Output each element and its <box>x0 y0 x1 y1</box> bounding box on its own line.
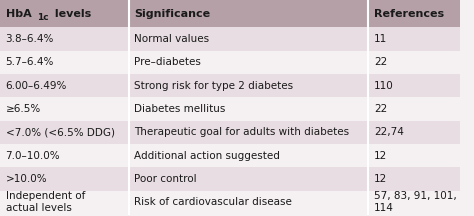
FancyBboxPatch shape <box>0 27 129 51</box>
Text: Strong risk for type 2 diabetes: Strong risk for type 2 diabetes <box>135 81 293 91</box>
Text: Risk of cardiovascular disease: Risk of cardiovascular disease <box>135 197 292 207</box>
Text: Therapeutic goal for adults with diabetes: Therapeutic goal for adults with diabete… <box>135 127 349 137</box>
FancyBboxPatch shape <box>0 121 129 144</box>
FancyBboxPatch shape <box>368 144 460 167</box>
FancyBboxPatch shape <box>368 191 460 214</box>
Text: >10.0%: >10.0% <box>6 174 47 184</box>
Text: Additional action suggested: Additional action suggested <box>135 151 280 160</box>
FancyBboxPatch shape <box>0 191 129 214</box>
FancyBboxPatch shape <box>368 167 460 191</box>
FancyBboxPatch shape <box>368 51 460 74</box>
Text: 12: 12 <box>374 151 387 160</box>
Text: 3.8–6.4%: 3.8–6.4% <box>6 34 54 44</box>
Text: Significance: Significance <box>135 9 210 19</box>
Text: 12: 12 <box>374 174 387 184</box>
FancyBboxPatch shape <box>368 97 460 121</box>
Text: Poor control: Poor control <box>135 174 197 184</box>
FancyBboxPatch shape <box>129 51 368 74</box>
Text: HbA: HbA <box>6 9 31 19</box>
Text: ≥6.5%: ≥6.5% <box>6 104 41 114</box>
Text: 7.0–10.0%: 7.0–10.0% <box>6 151 60 160</box>
Text: 22,74: 22,74 <box>374 127 404 137</box>
FancyBboxPatch shape <box>129 97 368 121</box>
FancyBboxPatch shape <box>129 167 368 191</box>
FancyBboxPatch shape <box>0 97 129 121</box>
FancyBboxPatch shape <box>368 0 460 27</box>
FancyBboxPatch shape <box>129 144 368 167</box>
FancyBboxPatch shape <box>0 144 129 167</box>
FancyBboxPatch shape <box>0 167 129 191</box>
FancyBboxPatch shape <box>129 121 368 144</box>
FancyBboxPatch shape <box>0 0 129 27</box>
FancyBboxPatch shape <box>368 74 460 97</box>
Text: 22: 22 <box>374 104 387 114</box>
Text: <7.0% (<6.5% DDG): <7.0% (<6.5% DDG) <box>6 127 115 137</box>
FancyBboxPatch shape <box>368 27 460 51</box>
Text: Diabetes mellitus: Diabetes mellitus <box>135 104 226 114</box>
Text: Normal values: Normal values <box>135 34 210 44</box>
FancyBboxPatch shape <box>129 0 368 27</box>
Text: 22: 22 <box>374 57 387 67</box>
Text: References: References <box>374 9 444 19</box>
Text: 57, 83, 91, 101,
114: 57, 83, 91, 101, 114 <box>374 191 456 213</box>
FancyBboxPatch shape <box>129 74 368 97</box>
FancyBboxPatch shape <box>0 51 129 74</box>
Text: levels: levels <box>51 9 91 19</box>
Text: 11: 11 <box>374 34 387 44</box>
FancyBboxPatch shape <box>368 121 460 144</box>
FancyBboxPatch shape <box>129 191 368 214</box>
FancyBboxPatch shape <box>129 27 368 51</box>
Text: 5.7–6.4%: 5.7–6.4% <box>6 57 54 67</box>
Text: Pre–diabetes: Pre–diabetes <box>135 57 201 67</box>
FancyBboxPatch shape <box>0 74 129 97</box>
Text: Independent of
actual levels: Independent of actual levels <box>6 191 85 213</box>
Text: 1c: 1c <box>37 13 48 22</box>
Text: 6.00–6.49%: 6.00–6.49% <box>6 81 67 91</box>
Text: 110: 110 <box>374 81 393 91</box>
